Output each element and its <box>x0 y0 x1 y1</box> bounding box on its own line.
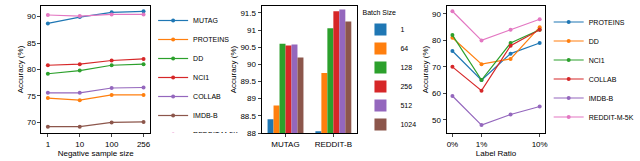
svg-text:85: 85 <box>27 39 36 48</box>
svg-text:NCI1: NCI1 <box>193 74 209 81</box>
svg-text:IMDB-B: IMDB-B <box>589 95 614 102</box>
svg-text:256: 256 <box>400 83 412 90</box>
svg-text:1024: 1024 <box>400 121 416 128</box>
svg-text:REDDIT-M-5K: REDDIT-M-5K <box>193 131 238 133</box>
svg-text:MUTAG: MUTAG <box>271 140 299 149</box>
svg-text:70: 70 <box>432 63 441 72</box>
svg-text:100: 100 <box>105 140 119 149</box>
svg-text:88.5: 88.5 <box>240 112 256 121</box>
svg-text:90: 90 <box>432 10 441 19</box>
svg-text:90: 90 <box>27 12 36 21</box>
svg-text:128: 128 <box>400 64 412 71</box>
svg-text:Accuracy (%): Accuracy (%) <box>421 45 430 93</box>
svg-text:PROTEINS: PROTEINS <box>589 19 625 26</box>
svg-text:DD: DD <box>193 55 203 62</box>
svg-text:10%: 10% <box>532 140 548 149</box>
svg-text:Accuracy (%): Accuracy (%) <box>229 45 238 93</box>
svg-text:80: 80 <box>27 65 36 74</box>
svg-text:REDDIT-B: REDDIT-B <box>315 140 352 149</box>
svg-text:90: 90 <box>247 60 256 69</box>
svg-text:COLLAB: COLLAB <box>193 93 221 100</box>
svg-text:MUTAG: MUTAG <box>193 17 218 24</box>
svg-text:NCI1: NCI1 <box>589 57 605 64</box>
svg-text:10: 10 <box>75 140 84 149</box>
svg-text:89.5: 89.5 <box>240 77 256 86</box>
svg-text:REDDIT-M-5K: REDDIT-M-5K <box>589 114 634 121</box>
svg-text:75: 75 <box>27 92 36 101</box>
svg-text:Negative sample size: Negative sample size <box>58 149 135 158</box>
svg-text:1: 1 <box>400 26 404 33</box>
svg-text:PROTEINS: PROTEINS <box>193 36 229 43</box>
svg-text:DD: DD <box>589 38 599 45</box>
svg-text:256: 256 <box>137 140 151 149</box>
svg-text:COLLAB: COLLAB <box>589 76 617 83</box>
svg-text:IMDB-B: IMDB-B <box>193 112 218 119</box>
svg-text:60: 60 <box>432 89 441 98</box>
svg-text:1%: 1% <box>476 140 488 149</box>
svg-text:70: 70 <box>27 118 36 127</box>
svg-text:512: 512 <box>400 102 412 109</box>
svg-text:64: 64 <box>400 45 408 52</box>
svg-text:88: 88 <box>247 129 256 138</box>
svg-text:50: 50 <box>432 116 441 125</box>
svg-text:Accuracy (%): Accuracy (%) <box>16 45 25 93</box>
svg-text:89: 89 <box>247 94 256 103</box>
svg-text:80: 80 <box>432 36 441 45</box>
svg-text:Batch Size: Batch Size <box>362 9 396 16</box>
svg-text:0%: 0% <box>447 140 459 149</box>
svg-text:90.5: 90.5 <box>240 43 256 52</box>
svg-text:91: 91 <box>247 26 256 35</box>
svg-text:Label Ratio: Label Ratio <box>476 149 517 158</box>
svg-text:1: 1 <box>46 140 51 149</box>
svg-text:91.5: 91.5 <box>240 9 256 18</box>
